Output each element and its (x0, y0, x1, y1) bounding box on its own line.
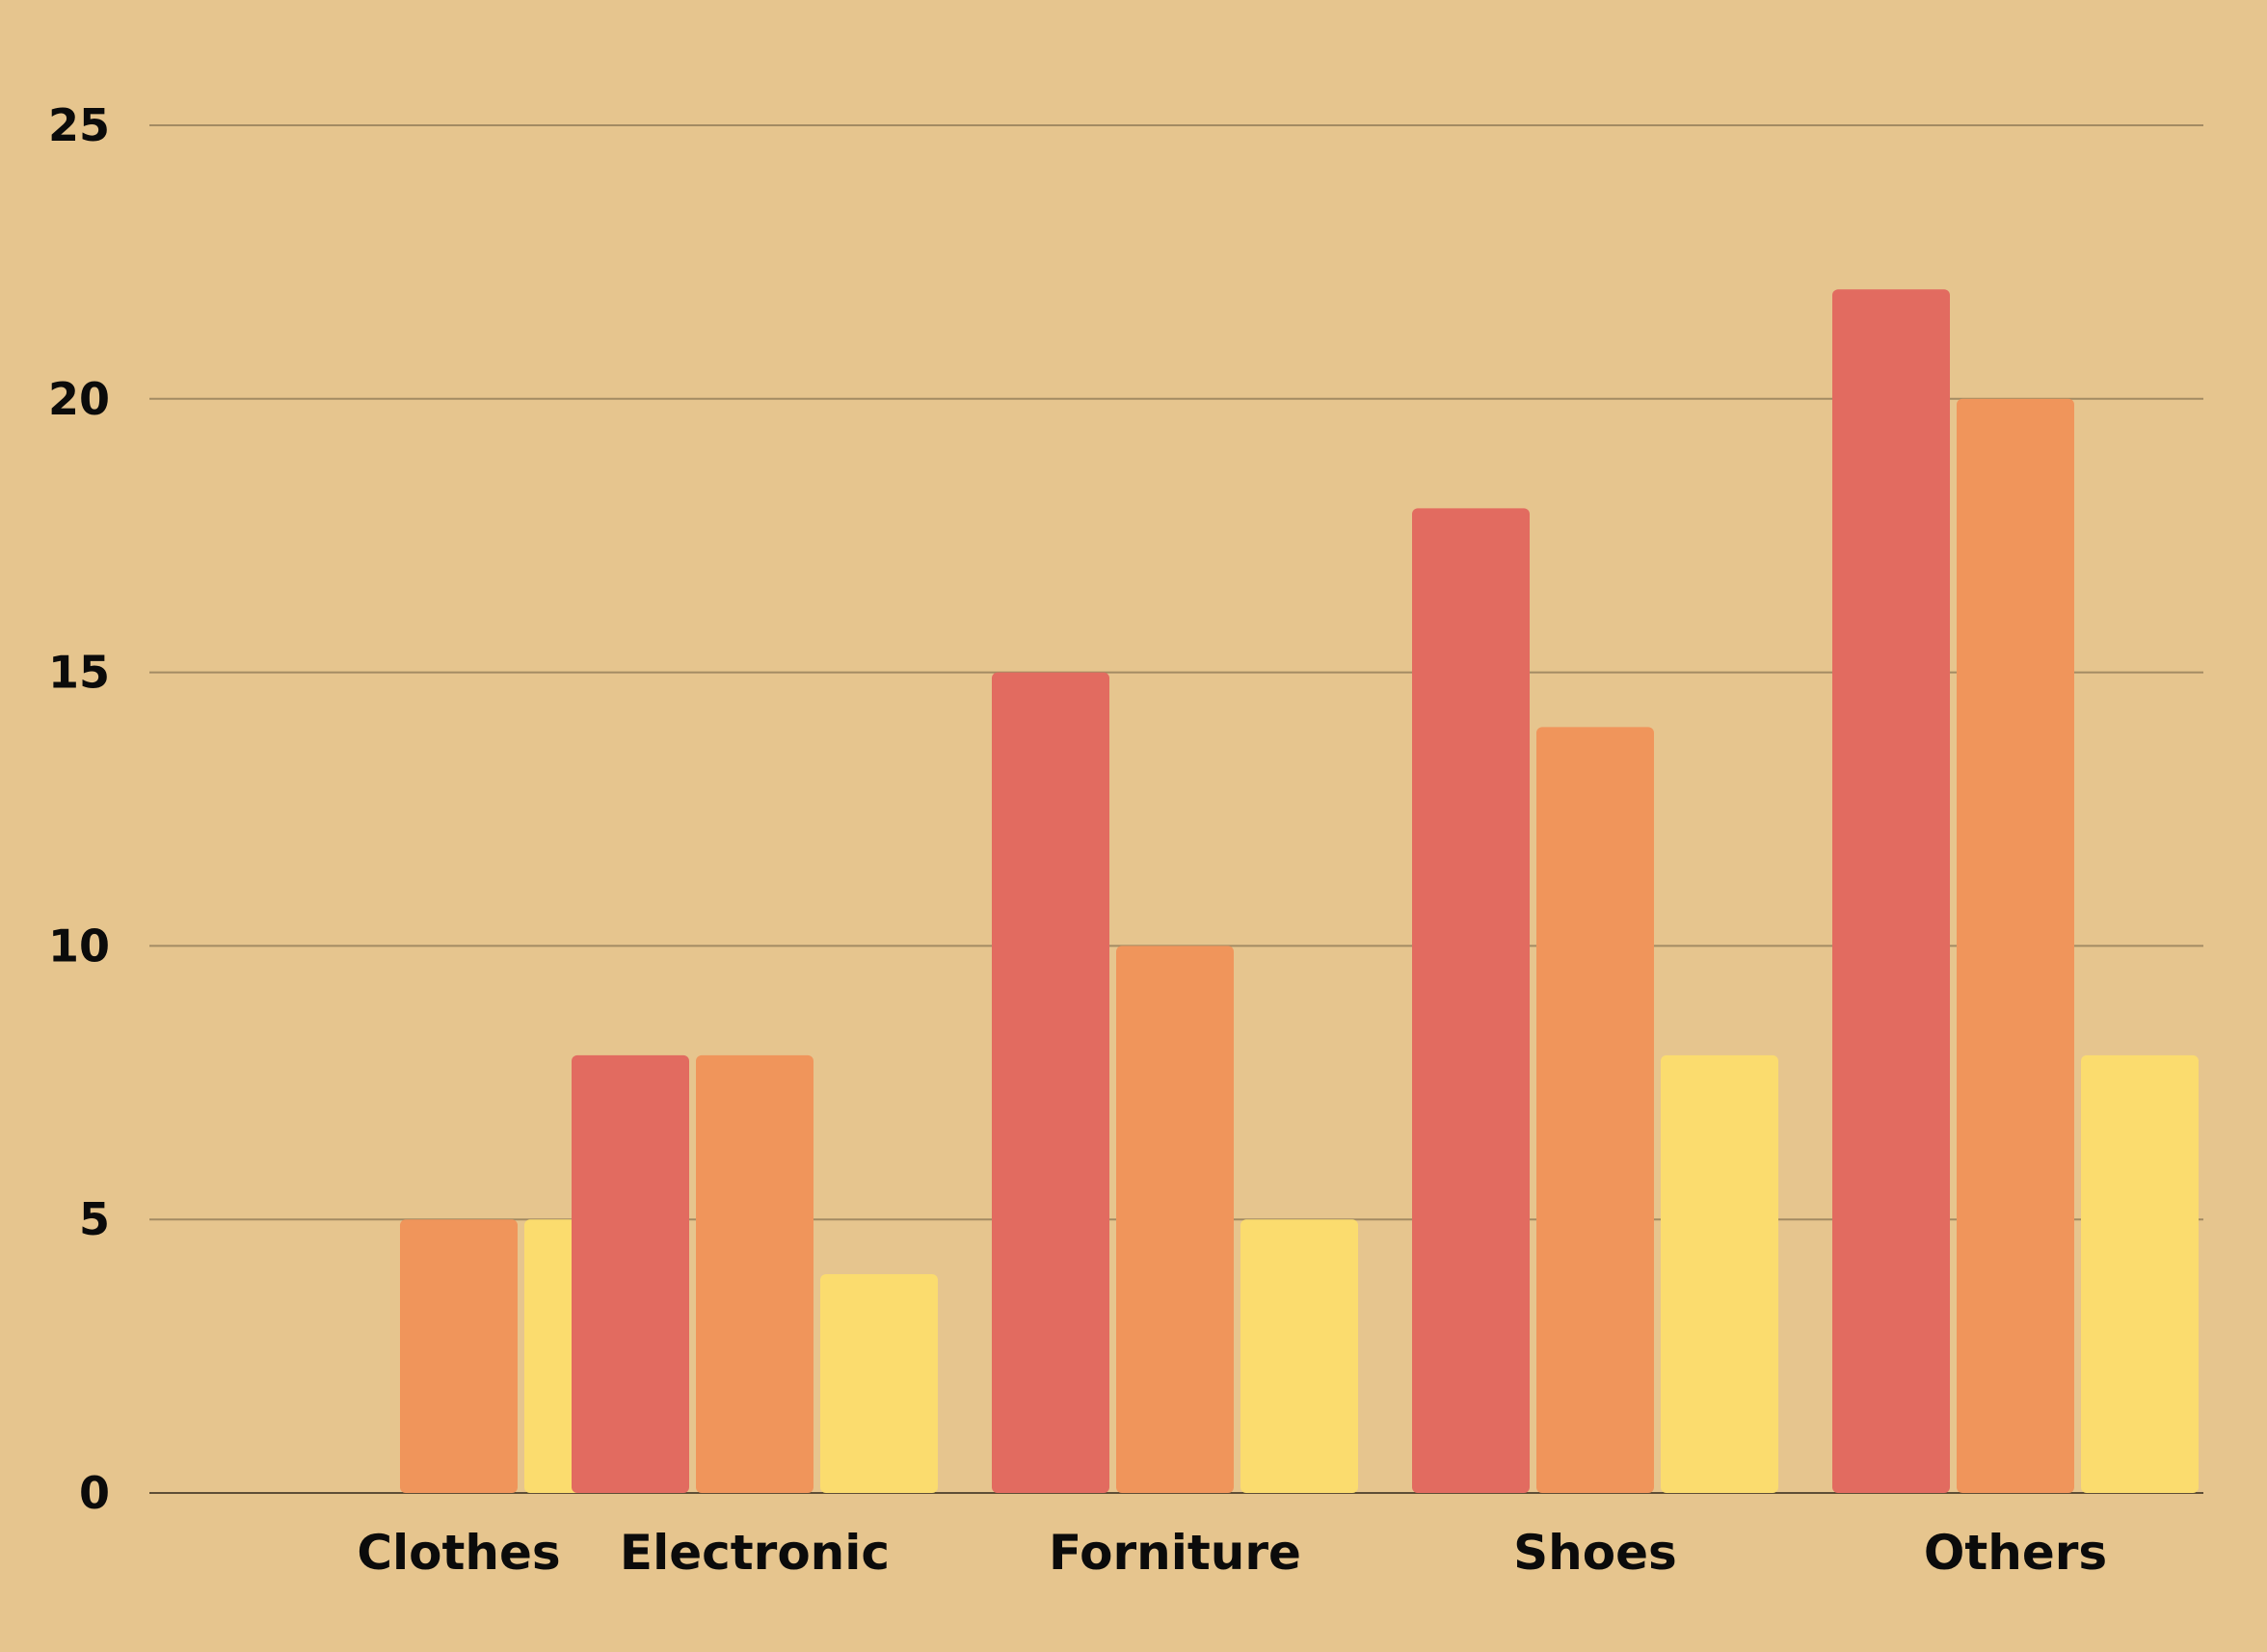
bar-shoes-series-2 (1536, 727, 1654, 1493)
bar-clothes-series-2 (400, 1219, 518, 1493)
bar-electronic-series-3 (820, 1273, 938, 1493)
bar-shoes-series-1 (1412, 508, 1530, 1493)
x-category-label: Others (1924, 1525, 2107, 1581)
y-tick-label: 25 (48, 99, 110, 151)
y-tick-label: 15 (48, 647, 110, 699)
y-tick-label: 20 (48, 373, 110, 425)
bar-others-series-3 (2081, 1054, 2199, 1493)
bar-forniture-series-1 (992, 672, 1109, 1493)
bar-others-series-2 (1957, 398, 2074, 1493)
bar-shoes-series-3 (1661, 1054, 1778, 1493)
bar-electronic-series-1 (572, 1054, 689, 1493)
bar-forniture-series-3 (1240, 1219, 1358, 1493)
bar-others-series-1 (1832, 289, 1950, 1493)
y-tick-label: 5 (79, 1193, 110, 1245)
bars (400, 289, 2199, 1493)
axis-labels: 0 5 10 15 20 25 Clothes Electronic Forniture Shoe… (48, 99, 2107, 1581)
bar-electronic-series-2 (696, 1054, 813, 1493)
y-tick-label: 10 (48, 919, 110, 972)
bar-forniture-series-2 (1116, 946, 1234, 1493)
x-category-label: Forniture (1049, 1525, 1301, 1581)
x-category-label: Clothes (357, 1525, 560, 1581)
x-category-label: Electronic (620, 1525, 890, 1581)
y-tick-label: 0 (79, 1467, 110, 1519)
x-category-label: Shoes (1513, 1525, 1677, 1581)
